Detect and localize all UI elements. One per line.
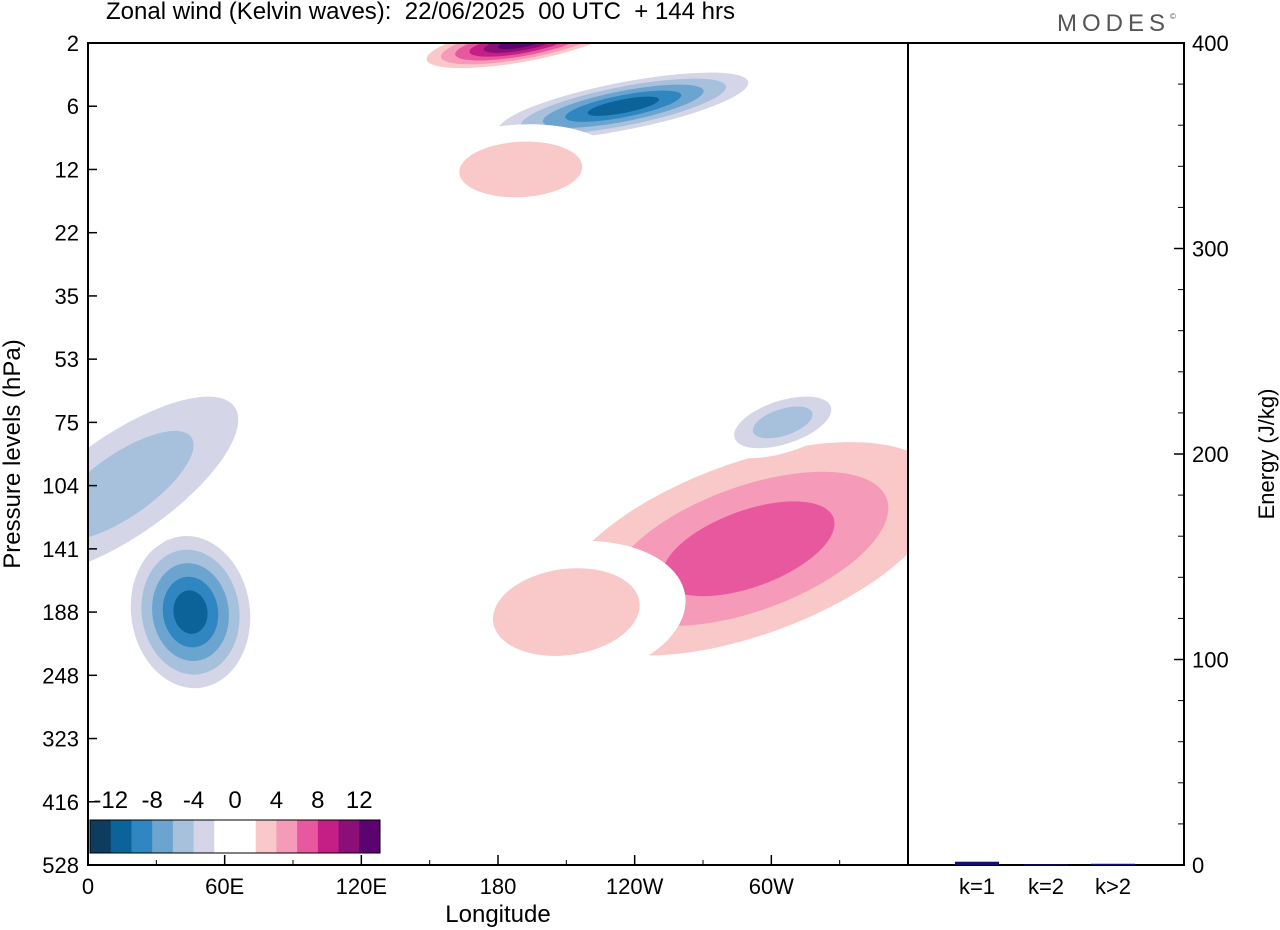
colorbar-label: -8 bbox=[141, 787, 162, 814]
energy-category-label: k=1 bbox=[959, 874, 995, 899]
colorbar-label: 0 bbox=[228, 787, 241, 814]
colorbar-swatch bbox=[110, 820, 132, 853]
y-tick-label: 188 bbox=[42, 600, 79, 625]
wind-contour bbox=[88, 430, 194, 541]
y-tick-label: 6 bbox=[67, 94, 79, 119]
x-tick-label: 0 bbox=[82, 874, 94, 899]
y-tick-label: 104 bbox=[42, 474, 79, 499]
x-tick-label: 60E bbox=[205, 874, 244, 899]
y-tick-label: 75 bbox=[55, 410, 79, 435]
wind-field bbox=[88, 43, 908, 702]
wind-contour bbox=[173, 590, 208, 634]
colorbar-label: 12 bbox=[346, 787, 373, 814]
energy-bar bbox=[1091, 863, 1135, 865]
energy-tick-label: 100 bbox=[1192, 648, 1229, 673]
energy-tick-label: 200 bbox=[1192, 442, 1229, 467]
colorbar-swatch bbox=[359, 820, 381, 853]
colorbar-swatch bbox=[214, 820, 236, 853]
wind-feature bbox=[447, 540, 686, 684]
energy-tick-label: 300 bbox=[1192, 237, 1229, 262]
y-tick-label: 248 bbox=[42, 663, 79, 688]
colorbar-swatch bbox=[317, 820, 340, 853]
chart-title: Zonal wind (Kelvin waves): 22/06/2025 00… bbox=[106, 0, 735, 25]
wind-feature bbox=[715, 386, 850, 459]
brand-logo: MODES© bbox=[1057, 10, 1176, 38]
y-tick-label: 323 bbox=[42, 727, 79, 752]
wind-feature bbox=[420, 124, 621, 215]
y-tick-label: 2 bbox=[67, 31, 79, 56]
colorbar-swatch bbox=[152, 820, 174, 853]
energy-axis: 0 100 200 300 400 bbox=[1174, 31, 1229, 878]
x-tick-label: 60W bbox=[749, 874, 794, 899]
wind-contour bbox=[587, 96, 659, 116]
y-axis-label: Pressure levels (hPa) bbox=[0, 339, 26, 568]
x-axis: 0 60E 120E 180 120W 60W bbox=[82, 855, 841, 899]
wind-contour bbox=[492, 568, 640, 656]
energy-tick-label: 0 bbox=[1192, 853, 1204, 878]
wind-feature bbox=[88, 362, 283, 609]
y-axis: 2 6 12 22 35 53 75 104 141 188 248 323 416 528 bbox=[42, 31, 97, 878]
energy-bar bbox=[1024, 864, 1068, 866]
colorbar-label: 8 bbox=[311, 787, 324, 814]
colorbar-swatch bbox=[255, 820, 277, 853]
wind-contour bbox=[459, 141, 583, 198]
energy-bar bbox=[955, 861, 999, 865]
colorbar-swatch bbox=[235, 820, 257, 853]
wind-contour bbox=[752, 406, 813, 439]
colorbar-swatch bbox=[131, 820, 153, 853]
x-tick-label: 120W bbox=[606, 874, 664, 899]
colorbar-label: -12 bbox=[93, 787, 128, 814]
colorbar-swatch bbox=[338, 820, 360, 853]
y-tick-label: 12 bbox=[55, 157, 79, 182]
energy-panel-frame bbox=[907, 42, 1185, 866]
colorbar: -12 -8 -4 0 4 8 12 bbox=[88, 787, 382, 855]
y-tick-label: 53 bbox=[55, 347, 79, 372]
colorbar-swatch bbox=[276, 820, 298, 853]
colorbar-swatch bbox=[297, 820, 319, 853]
x-tick-label: 180 bbox=[480, 874, 517, 899]
colorbar-label: 4 bbox=[270, 787, 283, 814]
x-axis-label: Longitude bbox=[445, 901, 550, 928]
wind-contour bbox=[497, 43, 544, 50]
wind-feature bbox=[412, 43, 630, 72]
y-tick-label: 22 bbox=[55, 221, 79, 246]
energy-chart: k=1 k=2 k>2 bbox=[955, 861, 1135, 899]
colorbar-outline bbox=[89, 819, 381, 854]
energy-tick-label: 400 bbox=[1192, 31, 1229, 56]
y-tick-label: 528 bbox=[42, 853, 79, 878]
energy-axis-label: Energy (J/kg) bbox=[1254, 389, 1279, 520]
wind-feature bbox=[120, 522, 261, 702]
x-tick-label: 120E bbox=[336, 874, 387, 899]
energy-category-label: k=2 bbox=[1028, 874, 1064, 899]
energy-category-label: k>2 bbox=[1095, 874, 1131, 899]
y-tick-label: 35 bbox=[55, 284, 79, 309]
y-tick-label: 141 bbox=[42, 537, 79, 562]
colorbar-swatch bbox=[90, 820, 112, 853]
brand-text: MODES bbox=[1057, 10, 1171, 37]
wind-contour bbox=[662, 501, 835, 597]
colorbar-swatch bbox=[193, 820, 215, 853]
brand-mark: © bbox=[1170, 12, 1176, 21]
colorbar-swatch bbox=[172, 820, 195, 853]
colorbar-label: -4 bbox=[183, 787, 204, 814]
y-tick-label: 416 bbox=[42, 790, 79, 815]
